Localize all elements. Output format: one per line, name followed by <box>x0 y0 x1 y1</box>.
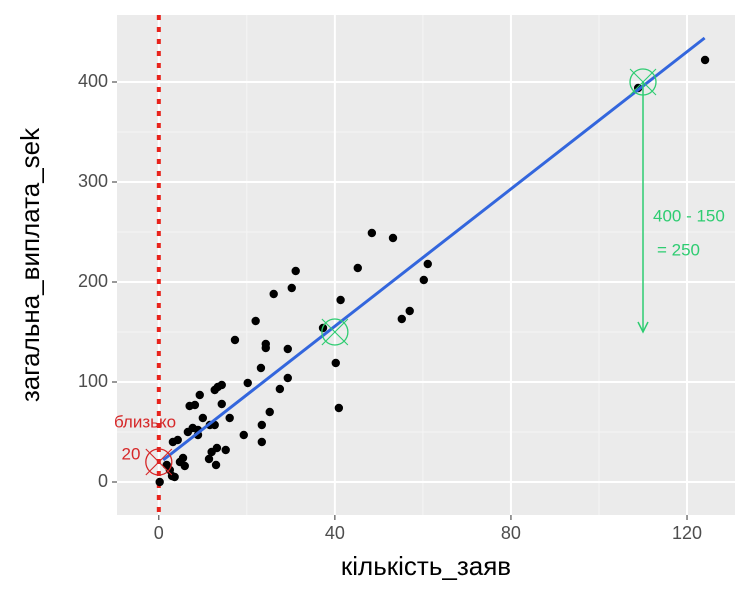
highlight-cross <box>321 318 349 346</box>
data-point <box>269 289 278 299</box>
data-point <box>388 233 398 243</box>
arrow-head <box>637 321 649 334</box>
data-point <box>217 380 226 390</box>
fit-line <box>162 36 706 462</box>
x-axis-title: кількість_заяв <box>341 551 511 581</box>
highlight-circle <box>145 448 173 476</box>
data-point <box>275 384 285 394</box>
data-point <box>190 400 200 410</box>
data-point <box>217 399 226 409</box>
data-point <box>405 306 414 316</box>
highlight-cross <box>145 448 173 476</box>
y-tick-label: 200 <box>78 271 108 291</box>
data-point <box>291 266 300 276</box>
y-tick-label: 300 <box>78 171 108 191</box>
y-tick-label: 100 <box>78 371 108 391</box>
x-tick-label: 0 <box>154 523 164 543</box>
data-point <box>334 403 344 413</box>
data-point <box>170 472 179 482</box>
x-tick-label: 40 <box>325 523 345 543</box>
data-point <box>155 477 164 487</box>
annotation: = 250 <box>657 240 700 259</box>
data-point <box>283 344 292 354</box>
data-point <box>331 358 340 368</box>
data-point <box>397 314 406 324</box>
annotation: 400 - 150 <box>653 206 725 225</box>
annotation: близько <box>114 412 176 431</box>
data-point <box>336 295 345 305</box>
data-point <box>283 373 292 383</box>
data-point <box>287 283 296 293</box>
data-point <box>243 378 252 388</box>
highlight-circle <box>321 318 349 346</box>
data-point <box>367 228 377 238</box>
data-point <box>211 460 221 470</box>
data-point <box>225 413 234 423</box>
data-point <box>221 445 230 455</box>
x-tick-label: 120 <box>672 523 702 543</box>
data-point <box>700 55 710 65</box>
data-point <box>204 454 214 464</box>
annotation: 20 <box>122 444 141 463</box>
data-point <box>256 363 266 373</box>
data-point <box>257 420 267 430</box>
data-point <box>261 343 270 353</box>
data-point <box>212 443 222 453</box>
data-point <box>265 407 274 417</box>
data-point <box>419 275 428 285</box>
y-tick-label: 400 <box>78 71 108 91</box>
y-axis-title: загальна_виплата_sek <box>15 127 45 402</box>
data-point <box>195 390 204 400</box>
data-point <box>251 316 260 326</box>
data-point <box>239 430 248 440</box>
data-point <box>180 461 189 471</box>
data-point <box>257 437 267 447</box>
data-point <box>178 453 188 463</box>
data-point <box>198 413 208 423</box>
x-tick-label: 80 <box>501 523 521 543</box>
data-point <box>353 263 362 273</box>
data-point <box>423 259 432 269</box>
y-tick-label: 0 <box>98 471 108 491</box>
data-point <box>230 335 240 345</box>
data-point <box>173 435 182 445</box>
